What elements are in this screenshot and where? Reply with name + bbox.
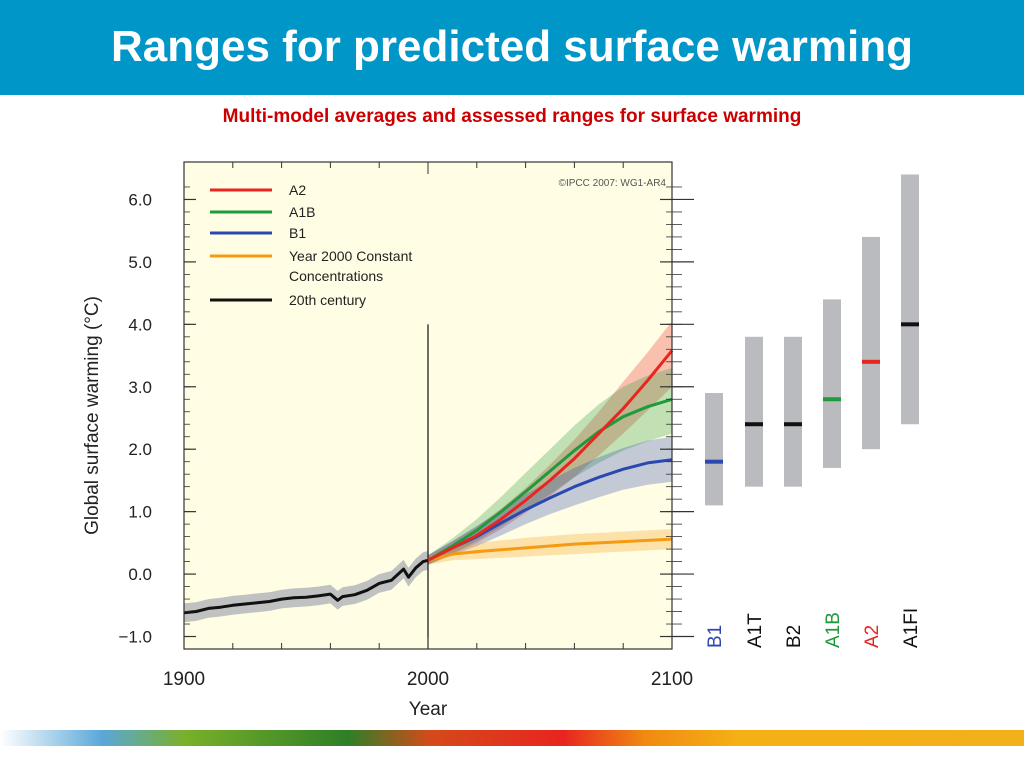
band-a1b (428, 368, 672, 565)
scenario-label-a1b: A1B (823, 612, 844, 648)
series-line-a2 (427, 349, 674, 562)
series-line-a1b (427, 397, 673, 562)
legend-label: A1B (289, 204, 315, 220)
best-estimate-marker-b2 (784, 422, 802, 427)
slide-subtitle: Multi-model averages and assessed ranges… (222, 106, 802, 127)
range-bars-plot: B1 A1T B2 A1B A2 A1FI (672, 174, 922, 648)
legend-label: 20th century (289, 292, 366, 308)
legend-label: Year 2000 Constant Concentrations (289, 248, 412, 284)
x-tick-label: 1900 (163, 669, 205, 690)
best-estimate-marker-b1 (705, 459, 723, 464)
x-tick-label: 2000 (407, 669, 449, 690)
legend-label: A2 (289, 182, 306, 198)
copyright-text: ©IPCC 2007: WG1-AR4 (559, 178, 667, 189)
y-tick-label: 1.0 (128, 503, 152, 522)
scenario-label-a1fi: A1FI (901, 608, 922, 648)
y-tick-label: −1.0 (118, 628, 152, 647)
range-bar-a1t (745, 336, 763, 487)
best-estimate-marker-a2 (862, 359, 880, 364)
slide-title: Ranges for predicted surface warming (111, 22, 913, 71)
main-plot: −1.0 0.0 1.0 2.0 3.0 4.0 5.0 6.0 1900 2000 2100 Yea… (82, 161, 693, 720)
footer-gradient-bar (0, 730, 1024, 746)
y-tick-label: 6.0 (128, 190, 152, 209)
range-bar-a2 (862, 236, 880, 450)
legend-label: B1 (289, 225, 306, 241)
y-axis-label: Global surface warming (°C) (82, 296, 103, 535)
range-bar-b2 (784, 336, 802, 487)
scenario-label-a1t: A1T (745, 613, 766, 648)
scenario-label-b2: B2 (784, 625, 805, 648)
range-bar-a1b (823, 299, 841, 468)
series-line-year-2000-constant-concentrations (427, 537, 673, 562)
series-line-20th-century (183, 558, 429, 615)
y-tick-label: 5.0 (128, 253, 152, 272)
x-tick-label: 2100 (651, 669, 693, 690)
best-estimate-marker-a1t (745, 422, 763, 427)
scenario-label-b1: B1 (705, 625, 726, 648)
range-bar-b1 (705, 393, 723, 506)
y-tick-label: 3.0 (128, 378, 152, 397)
y-tick-label: 0.0 (128, 565, 152, 584)
best-estimate-marker-a1fi (901, 322, 919, 327)
x-axis-label: Year (409, 699, 448, 720)
scenario-label-a2: A2 (862, 625, 883, 648)
range-bar-a1fi (901, 174, 919, 425)
best-estimate-marker-a1b (823, 397, 841, 402)
y-tick-label: 2.0 (128, 440, 152, 459)
band-b1 (428, 436, 672, 565)
title-bar (0, 0, 1024, 95)
y-tick-label: 4.0 (128, 315, 152, 334)
